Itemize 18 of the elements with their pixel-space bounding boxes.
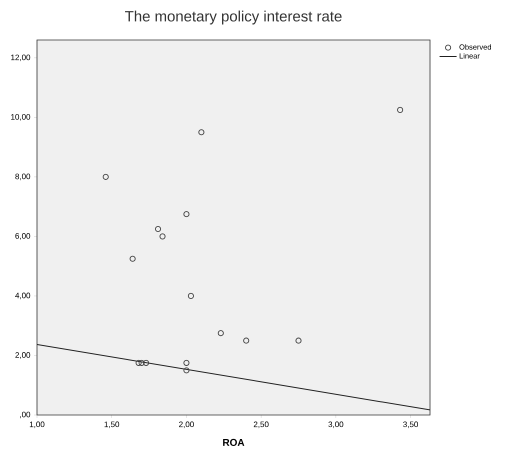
point [295,338,302,344]
point [183,211,190,218]
point [218,330,224,336]
point [130,256,136,262]
chart-title: The monetary policy interest rate [125,10,342,24]
point [188,292,194,299]
point [143,360,150,366]
point [136,360,142,366]
point [155,226,162,232]
point [243,338,250,344]
x-axis-title: ROA [223,438,244,446]
point [138,360,145,366]
point [183,360,190,366]
point [397,106,404,113]
point [183,367,190,374]
point [198,129,204,136]
point [102,174,109,180]
point [159,233,166,240]
